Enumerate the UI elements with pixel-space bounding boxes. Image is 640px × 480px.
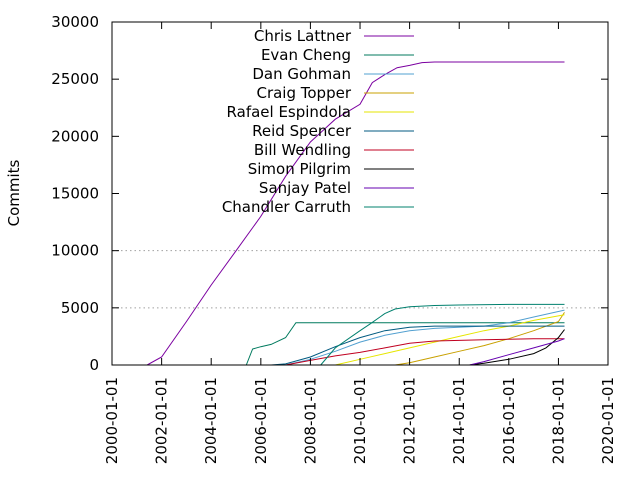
series-line-0 (146, 61, 565, 366)
plot-frame (111, 21, 609, 366)
series-line-3 (395, 312, 565, 366)
series-line-8 (469, 338, 565, 366)
y-tick-label: 25000 (51, 70, 99, 88)
y-tick-label: 15000 (51, 185, 99, 203)
x-tick-label: 2012-01-01 (401, 377, 419, 464)
axis-ticks: 0 5000 10000 15000 20000 25000 30000 2000-01-01… (51, 13, 617, 464)
y-tick-label: 30000 (51, 13, 99, 31)
x-tick-label: 2014-01-01 (450, 377, 468, 464)
x-tick-label: 2002-01-01 (153, 377, 171, 464)
legend-label: Reid Spencer (252, 122, 352, 140)
y-axis-label: Commits (5, 159, 23, 226)
series-line-7 (469, 329, 565, 366)
series-line-9 (320, 303, 565, 366)
x-tick-label: 2004-01-01 (202, 377, 220, 464)
series-line-6 (285, 338, 565, 366)
x-tick-label: 2018-01-01 (549, 377, 567, 464)
y-tick-label: 5000 (61, 299, 99, 317)
legend-label: Rafael Espindola (227, 103, 351, 121)
x-tick-label: 2016-01-01 (500, 377, 518, 464)
legend-label: Simon Pilgrim (248, 160, 351, 178)
x-tick-label: 2000-01-01 (103, 377, 121, 464)
legend-label: Bill Wendling (254, 141, 351, 159)
x-tick-label: 2010-01-01 (351, 377, 369, 464)
series-line-4 (335, 314, 565, 366)
series-lines (146, 61, 565, 366)
y-tick-label: 10000 (51, 242, 99, 260)
y-tick-label: 0 (89, 356, 99, 374)
legend-label: Sanjay Patel (259, 179, 351, 197)
y-tick-label: 20000 (51, 127, 99, 145)
series-line-1 (236, 322, 565, 366)
legend-label: Evan Cheng (261, 46, 351, 64)
series-line-5 (271, 325, 565, 366)
x-tick-label: 2006-01-01 (252, 377, 270, 464)
legend-label: Craig Topper (256, 84, 351, 102)
legend-label: Chris Lattner (254, 27, 352, 45)
legend-label: Chandler Carruth (222, 198, 351, 216)
legend-label: Dan Gohman (252, 65, 351, 83)
grid-lines (112, 250, 608, 309)
x-tick-label: 2008-01-01 (301, 377, 319, 464)
x-tick-label: 2020-01-01 (599, 377, 617, 464)
